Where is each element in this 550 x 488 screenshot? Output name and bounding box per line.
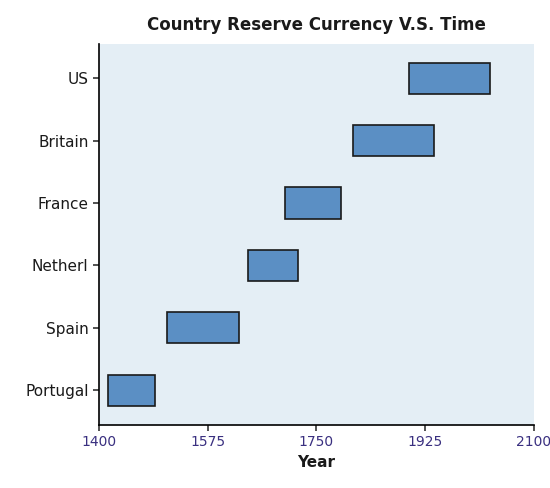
Bar [409,62,490,94]
Title: Country Reserve Currency V.S. Time: Country Reserve Currency V.S. Time [147,16,486,34]
Bar [285,187,341,219]
Bar [167,312,239,344]
Bar [354,125,434,156]
Bar [248,250,298,281]
X-axis label: Year: Year [297,454,336,469]
Bar [108,375,155,406]
